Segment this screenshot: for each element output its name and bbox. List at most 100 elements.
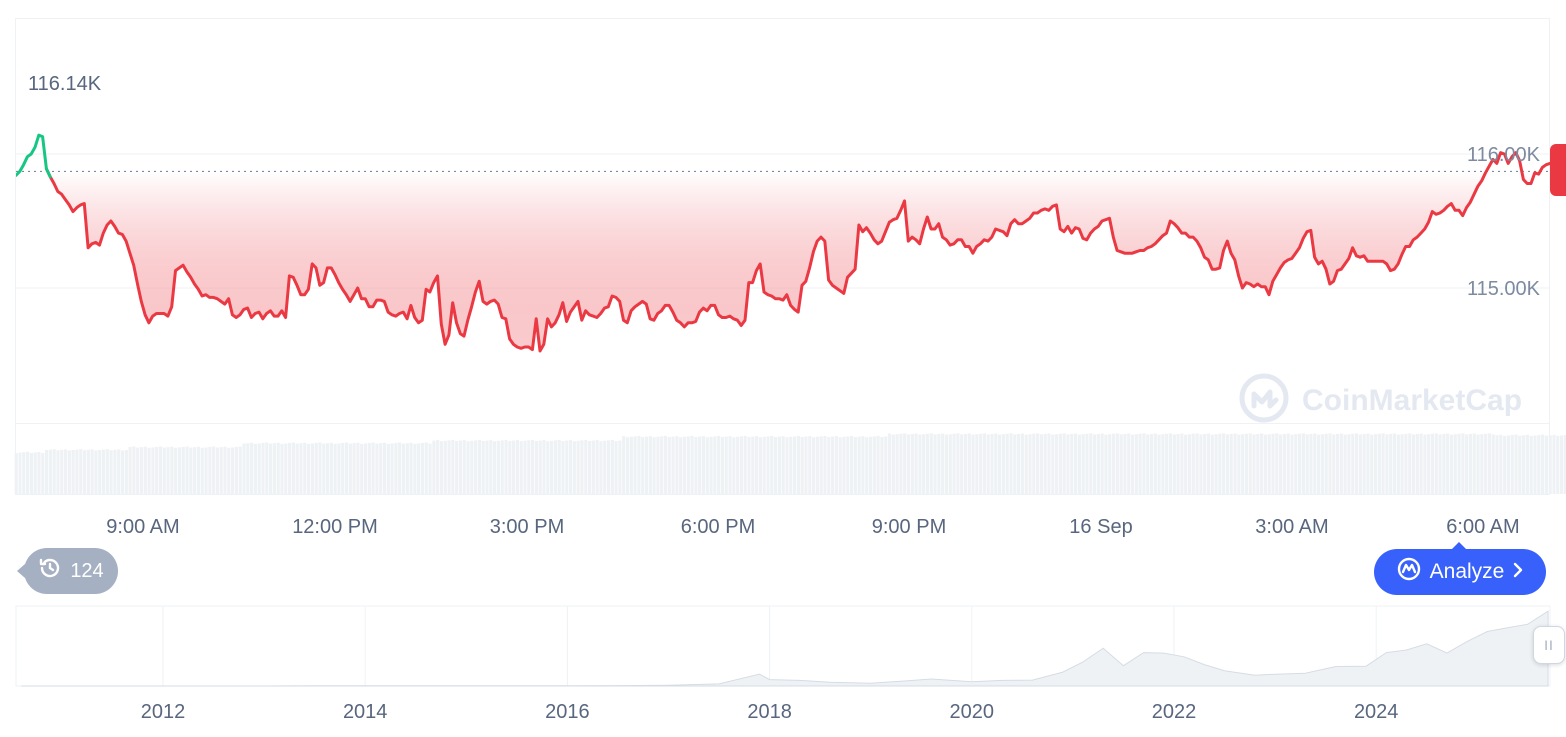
- volume-bar: [679, 437, 683, 494]
- volume-bar: [1222, 433, 1226, 494]
- volume-bar: [1119, 434, 1123, 494]
- volume-bar: [413, 443, 417, 494]
- volume-bar: [565, 440, 569, 494]
- volume-bar: [1028, 434, 1032, 494]
- main-chart-frame: [15, 18, 1550, 495]
- volume-bar: [796, 435, 800, 494]
- volume-bar: [667, 437, 671, 494]
- navigator-tick-label: 2020: [950, 701, 995, 723]
- volume-bar: [500, 440, 504, 494]
- navigator-tick-label: 2024: [1354, 701, 1399, 723]
- volume-bar: [451, 439, 455, 494]
- volume-bar: [261, 442, 265, 494]
- coinmarketcap-logo-icon: [1239, 373, 1289, 423]
- volume-bar: [462, 440, 466, 494]
- volume-bar: [648, 436, 652, 494]
- volume-bar: [337, 443, 341, 494]
- volume-bar: [792, 436, 797, 494]
- volume-bar: [1142, 433, 1146, 494]
- volume-bar: [352, 443, 356, 494]
- volume-bar: [599, 441, 603, 494]
- volume-bar: [1134, 434, 1138, 494]
- volume-bar: [1149, 433, 1154, 494]
- volume-bar: [1081, 434, 1085, 494]
- volume-bar: [174, 447, 178, 494]
- volume-bar: [808, 436, 812, 494]
- y-axis-labels: 116.00K 115.00K 116.14K: [28, 73, 1541, 300]
- volume-bar: [622, 436, 626, 494]
- navigator-tick-label: 2016: [545, 701, 590, 723]
- volume-bar: [1100, 433, 1104, 494]
- volume-bar: [1392, 433, 1397, 494]
- volume-bar: [477, 439, 482, 494]
- volume-bar: [1108, 434, 1112, 494]
- volume-bar: [132, 446, 136, 494]
- volume-bar: [1279, 434, 1283, 494]
- volume-bar: [420, 442, 425, 494]
- volume-bar: [1419, 433, 1423, 494]
- volume-bar: [1157, 434, 1161, 494]
- volume-bar: [580, 440, 584, 494]
- volume-bar: [686, 436, 690, 494]
- volume-bar: [979, 433, 983, 494]
- volume-bar: [998, 434, 1002, 494]
- volume-bar: [1214, 434, 1218, 494]
- volume-bar: [861, 436, 865, 494]
- volume-bar: [906, 434, 911, 494]
- volume-bar: [1377, 433, 1381, 494]
- volume-bar: [1172, 434, 1176, 494]
- volume-bar: [1373, 434, 1378, 494]
- volume-bar: [956, 433, 960, 494]
- volume-bar: [1206, 433, 1211, 494]
- volume-bar: [215, 447, 220, 494]
- analyze-button[interactable]: Analyze: [1374, 542, 1546, 595]
- volume-bar: [360, 443, 364, 494]
- volume-bar: [849, 435, 854, 494]
- navigator-drag-handle[interactable]: II: [1533, 626, 1565, 664]
- volume-bar: [318, 442, 322, 494]
- volume-bar: [587, 440, 592, 494]
- volume-bar: [356, 442, 360, 494]
- volume-bar: [1408, 433, 1412, 494]
- volume-bar: [1514, 434, 1518, 494]
- volume-bar: [386, 443, 390, 494]
- volume-bar: [720, 437, 725, 494]
- volume-bar: [1286, 433, 1290, 494]
- volume-bar: [212, 446, 216, 494]
- volume-bar: [671, 436, 675, 494]
- volume-bar: [982, 433, 987, 494]
- volume-bar: [1260, 433, 1264, 494]
- volume-bar: [1400, 434, 1404, 494]
- current-price-tag: [1550, 144, 1566, 196]
- volume-bar: [1518, 435, 1522, 494]
- volume-bar: [633, 436, 637, 494]
- volume-bar: [1237, 434, 1241, 494]
- volume-bar: [1165, 433, 1169, 494]
- x-tick-label: 6:00 PM: [681, 516, 755, 538]
- volume-bar: [253, 443, 258, 494]
- volume-bar: [1282, 433, 1287, 494]
- navigator-tick-label: 2012: [141, 701, 186, 723]
- history-badge[interactable]: 124: [17, 548, 118, 594]
- volume-bar: [595, 440, 599, 494]
- volume-bar: [789, 436, 793, 494]
- volume-bar: [443, 440, 447, 494]
- volume-bar: [1465, 434, 1469, 494]
- volume-bar: [291, 442, 295, 494]
- volume-bar: [1468, 433, 1473, 494]
- volume-bar: [1335, 433, 1340, 494]
- volume-bar: [1187, 434, 1192, 494]
- volume-bar: [1191, 433, 1195, 494]
- volume-bar: [287, 442, 292, 494]
- volume-bar: [22, 452, 26, 494]
- volume-bar: [390, 443, 394, 494]
- volume-bar: [709, 436, 713, 494]
- volume-bar: [147, 447, 151, 494]
- volume-bar: [189, 447, 193, 494]
- volume-bar: [781, 436, 785, 494]
- volume-bar: [329, 442, 333, 494]
- volume-bar: [196, 446, 201, 494]
- volume-bar: [398, 442, 402, 494]
